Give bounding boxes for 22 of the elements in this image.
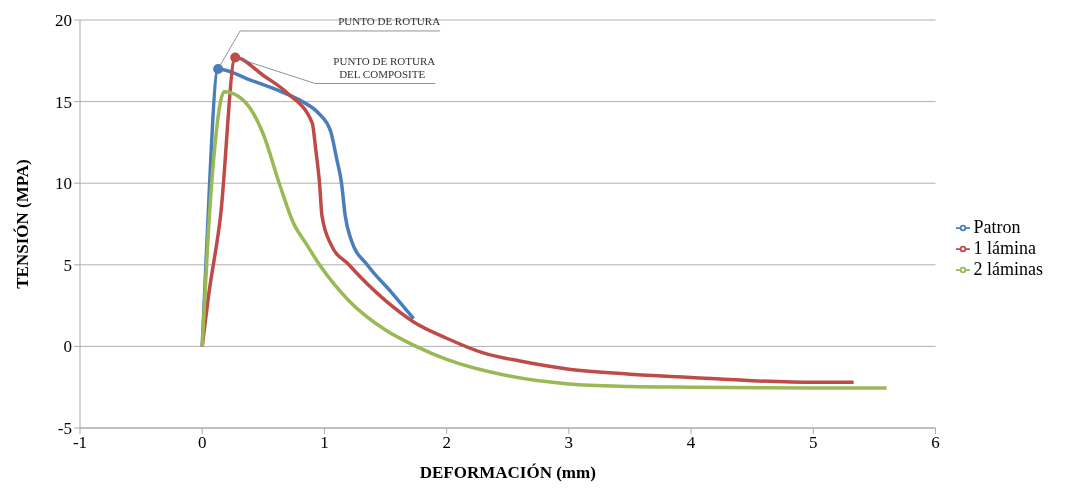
legend-label: Patron (973, 216, 1021, 237)
x-tick-label: 3 (564, 433, 574, 453)
y-tick-label: 10 (55, 174, 72, 194)
legend-label: 2 láminas (973, 258, 1043, 279)
y-tick-label: 20 (55, 11, 72, 31)
x-tick-label: 6 (931, 433, 940, 453)
x-tick-label: 2 (442, 433, 451, 453)
x-tick-label: -1 (72, 433, 88, 453)
y-tick-label: 5 (63, 255, 72, 275)
x-tick-label: 0 (197, 433, 207, 453)
annotation: PUNTO DE ROTURA DEL COMPOSITE (333, 54, 436, 80)
x-tick-label: 5 (809, 433, 818, 453)
annotation: PUNTO DE ROTURA (338, 14, 441, 27)
y-tick-label: 15 (55, 92, 72, 112)
y-axis-title: TENSIÓN (MPA) (13, 159, 33, 289)
y-tick-label: -5 (57, 419, 72, 439)
x-axis-title: DEFORMACIÓN (mm) (419, 463, 596, 482)
x-tick-label: 4 (686, 433, 696, 453)
y-tick-label: 0 (63, 337, 72, 357)
legend-label: 1 lámina (973, 237, 1036, 258)
line-series (200, 90, 889, 390)
x-tick-label: 1 (320, 433, 329, 453)
